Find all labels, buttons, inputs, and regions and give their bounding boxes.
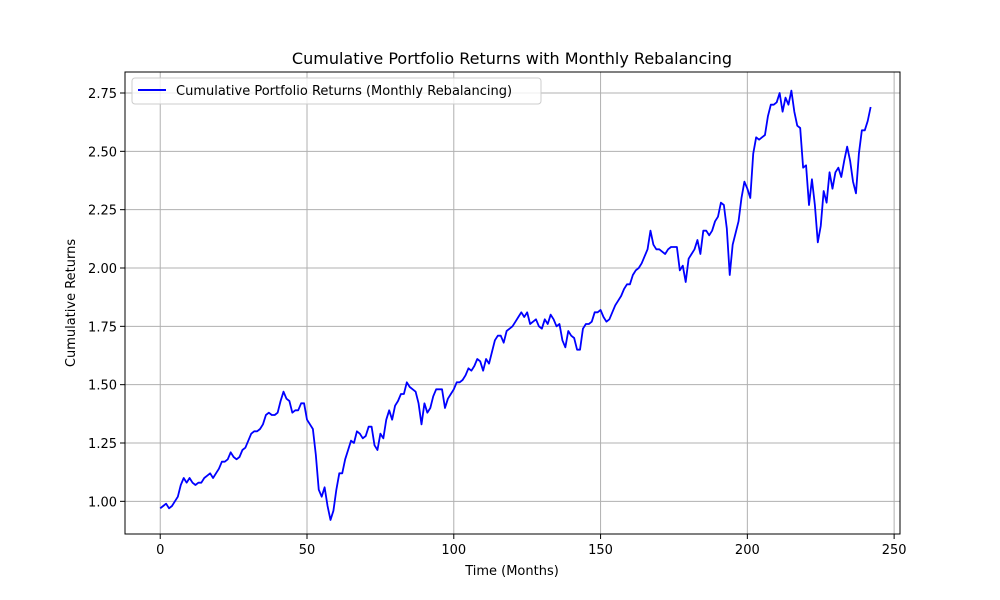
plot-frame xyxy=(124,71,901,535)
series-line xyxy=(159,89,872,521)
x-tick-label: 50 xyxy=(299,543,316,558)
y-tick-label: 1.50 xyxy=(88,379,117,394)
y-axis: 1.00 1.25 1.50 1.75 2.00 2.25 2.50 2.75 xyxy=(88,87,125,510)
x-axis-title: Time (Months) xyxy=(464,564,559,579)
chart-title: Cumulative Portfolio Returns with Monthl… xyxy=(292,49,732,68)
y-tick-label: 2.50 xyxy=(88,145,117,160)
y-tick-label: 1.00 xyxy=(88,495,117,510)
y-tick-label: 1.25 xyxy=(88,437,117,452)
x-tick-label: 150 xyxy=(588,543,613,558)
x-tick-label: 100 xyxy=(441,543,466,558)
series-layer xyxy=(159,89,872,521)
y-axis-title: Cumulative Returns xyxy=(64,239,79,367)
x-axis: 0 50 100 150 200 250 xyxy=(156,534,907,558)
x-tick-label: 250 xyxy=(882,543,907,558)
y-tick-label: 1.75 xyxy=(88,320,117,335)
legend-label: Cumulative Portfolio Returns (Monthly Re… xyxy=(176,84,512,99)
y-tick-label: 2.75 xyxy=(88,87,117,102)
y-tick-label: 2.00 xyxy=(88,262,117,277)
x-tick-label: 200 xyxy=(735,543,760,558)
legend: Cumulative Portfolio Returns (Monthly Re… xyxy=(131,77,542,105)
x-tick-label: 0 xyxy=(156,543,164,558)
legend-box xyxy=(131,77,542,105)
y-tick-label: 2.25 xyxy=(88,204,117,219)
